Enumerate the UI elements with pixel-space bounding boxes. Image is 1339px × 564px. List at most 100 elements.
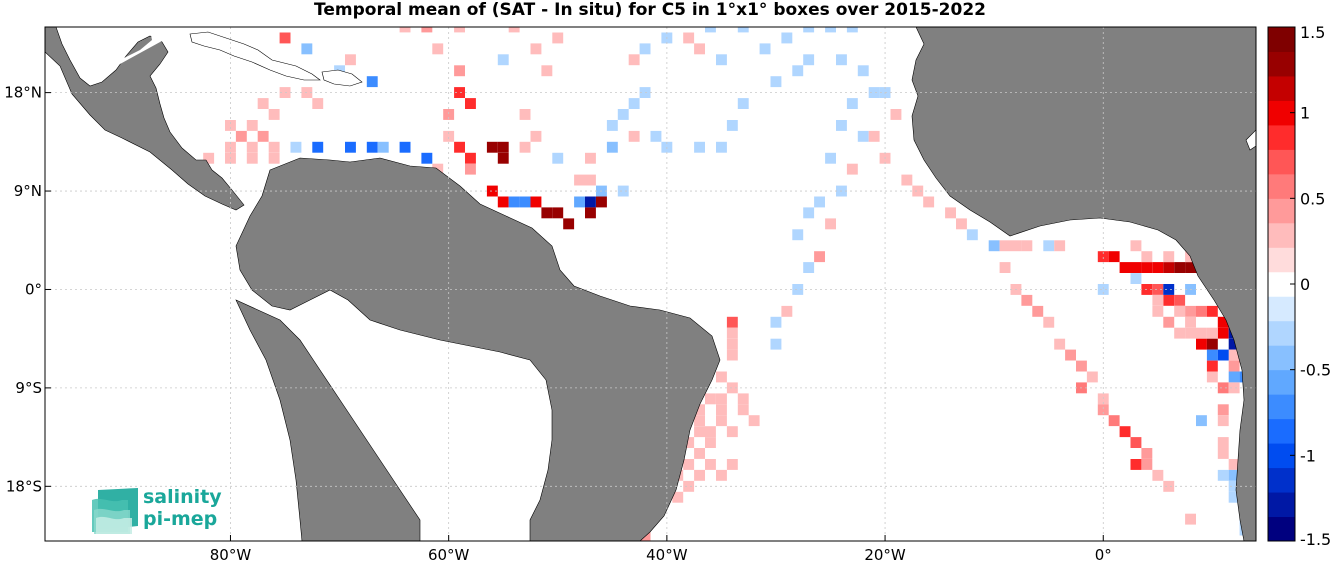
data-cell [541, 207, 553, 219]
land-south-america [235, 157, 721, 541]
data-cell [945, 207, 956, 219]
colorbar-tick-label: 1 [1300, 104, 1310, 123]
data-cell [726, 382, 738, 394]
data-cell [454, 87, 465, 98]
data-cell [574, 196, 585, 208]
data-cell [268, 152, 280, 164]
data-cell [683, 437, 695, 448]
data-cell [803, 207, 815, 219]
data-cell [726, 120, 738, 131]
data-cell [1152, 294, 1164, 306]
x-tick-label: 60°W [428, 546, 470, 564]
data-cell [301, 43, 313, 55]
data-cell [497, 152, 509, 164]
data-cell [617, 109, 629, 120]
data-cell [814, 196, 825, 208]
data-cell [1163, 480, 1175, 492]
data-cell [1217, 469, 1229, 481]
data-cell [563, 218, 575, 230]
data-cell [716, 371, 727, 383]
data-cell [585, 207, 596, 219]
y-tick-label: 18°N [4, 84, 42, 102]
data-cell [1217, 437, 1229, 448]
data-cell [956, 218, 967, 230]
data-cell [497, 54, 509, 66]
data-cell [443, 109, 455, 120]
plot-frame [44, 26, 1257, 542]
colorbar-swatch [1268, 27, 1295, 52]
colorbar-swatch [1268, 320, 1295, 346]
data-cell [1196, 327, 1207, 339]
land-andes-west [235, 299, 421, 541]
colorbar-swatch [1268, 75, 1295, 101]
data-cell [792, 65, 804, 77]
data-cell [1021, 240, 1033, 252]
gridlines [45, 27, 1256, 541]
data-cell [1054, 240, 1066, 252]
data-cell [1130, 262, 1142, 273]
data-cell [1163, 251, 1175, 263]
data-cell [726, 338, 738, 350]
data-cell [825, 152, 836, 164]
data-cell [1185, 305, 1196, 317]
data-cell [421, 27, 433, 33]
colorbar-swatch [1268, 247, 1295, 273]
data-cell [235, 130, 247, 142]
data-cell [1108, 415, 1120, 427]
data-cell [1185, 262, 1196, 273]
x-tick-label: 0° [1095, 546, 1112, 564]
data-cell [792, 284, 804, 295]
data-cell [803, 262, 815, 273]
data-cell [1206, 305, 1218, 317]
data-cell [1228, 469, 1240, 481]
data-cell [726, 349, 738, 361]
data-cell [825, 27, 836, 33]
logo-text-pi-mep: pi-mep [143, 508, 218, 530]
data-cell [650, 130, 662, 142]
data-cell [781, 32, 793, 44]
data-cell [1130, 459, 1142, 470]
data-cell [1152, 469, 1164, 481]
data-cell [1217, 404, 1229, 416]
data-cell [716, 415, 727, 427]
data-cell [268, 109, 280, 120]
y-tick-label: 18°S [6, 477, 42, 495]
data-cell [345, 54, 356, 66]
data-cell [1119, 426, 1131, 438]
data-cell [716, 54, 727, 66]
data-cell [203, 152, 215, 164]
data-cell [312, 98, 324, 109]
data-cell [803, 54, 815, 66]
data-cell [1206, 371, 1218, 383]
data-cell [257, 130, 269, 142]
data-cell [683, 32, 695, 44]
colorbar-tick-label: -0.5 [1300, 361, 1331, 380]
data-cell [585, 152, 596, 164]
data-cell [694, 43, 705, 55]
colorbar-swatch [1268, 345, 1295, 371]
data-cell [1152, 305, 1164, 317]
data-cell [1097, 284, 1109, 295]
data-cell [1130, 240, 1142, 252]
data-cell [705, 393, 716, 405]
y-tick-label: 0° [25, 280, 42, 298]
data-cell [770, 338, 782, 350]
data-cell [552, 152, 564, 164]
data-cell [574, 174, 585, 186]
data-cell [716, 141, 727, 153]
data-cell [748, 415, 760, 427]
x-tick-label: 20°W [864, 546, 906, 564]
colorbar-swatch [1268, 296, 1295, 322]
data-cell [1054, 338, 1066, 350]
data-cell [465, 152, 476, 164]
x-tick-label: 40°W [646, 546, 688, 564]
data-cell [923, 196, 935, 208]
data-cell [1152, 284, 1164, 295]
data-cell [1217, 349, 1229, 361]
data-cell [737, 393, 749, 405]
data-cell [716, 469, 727, 481]
data-cell [628, 54, 640, 66]
y-axis-ticks: 18°N 9°N 0° 9°S 18°S [4, 84, 51, 495]
data-cell [868, 130, 880, 142]
data-cell [1206, 360, 1218, 372]
